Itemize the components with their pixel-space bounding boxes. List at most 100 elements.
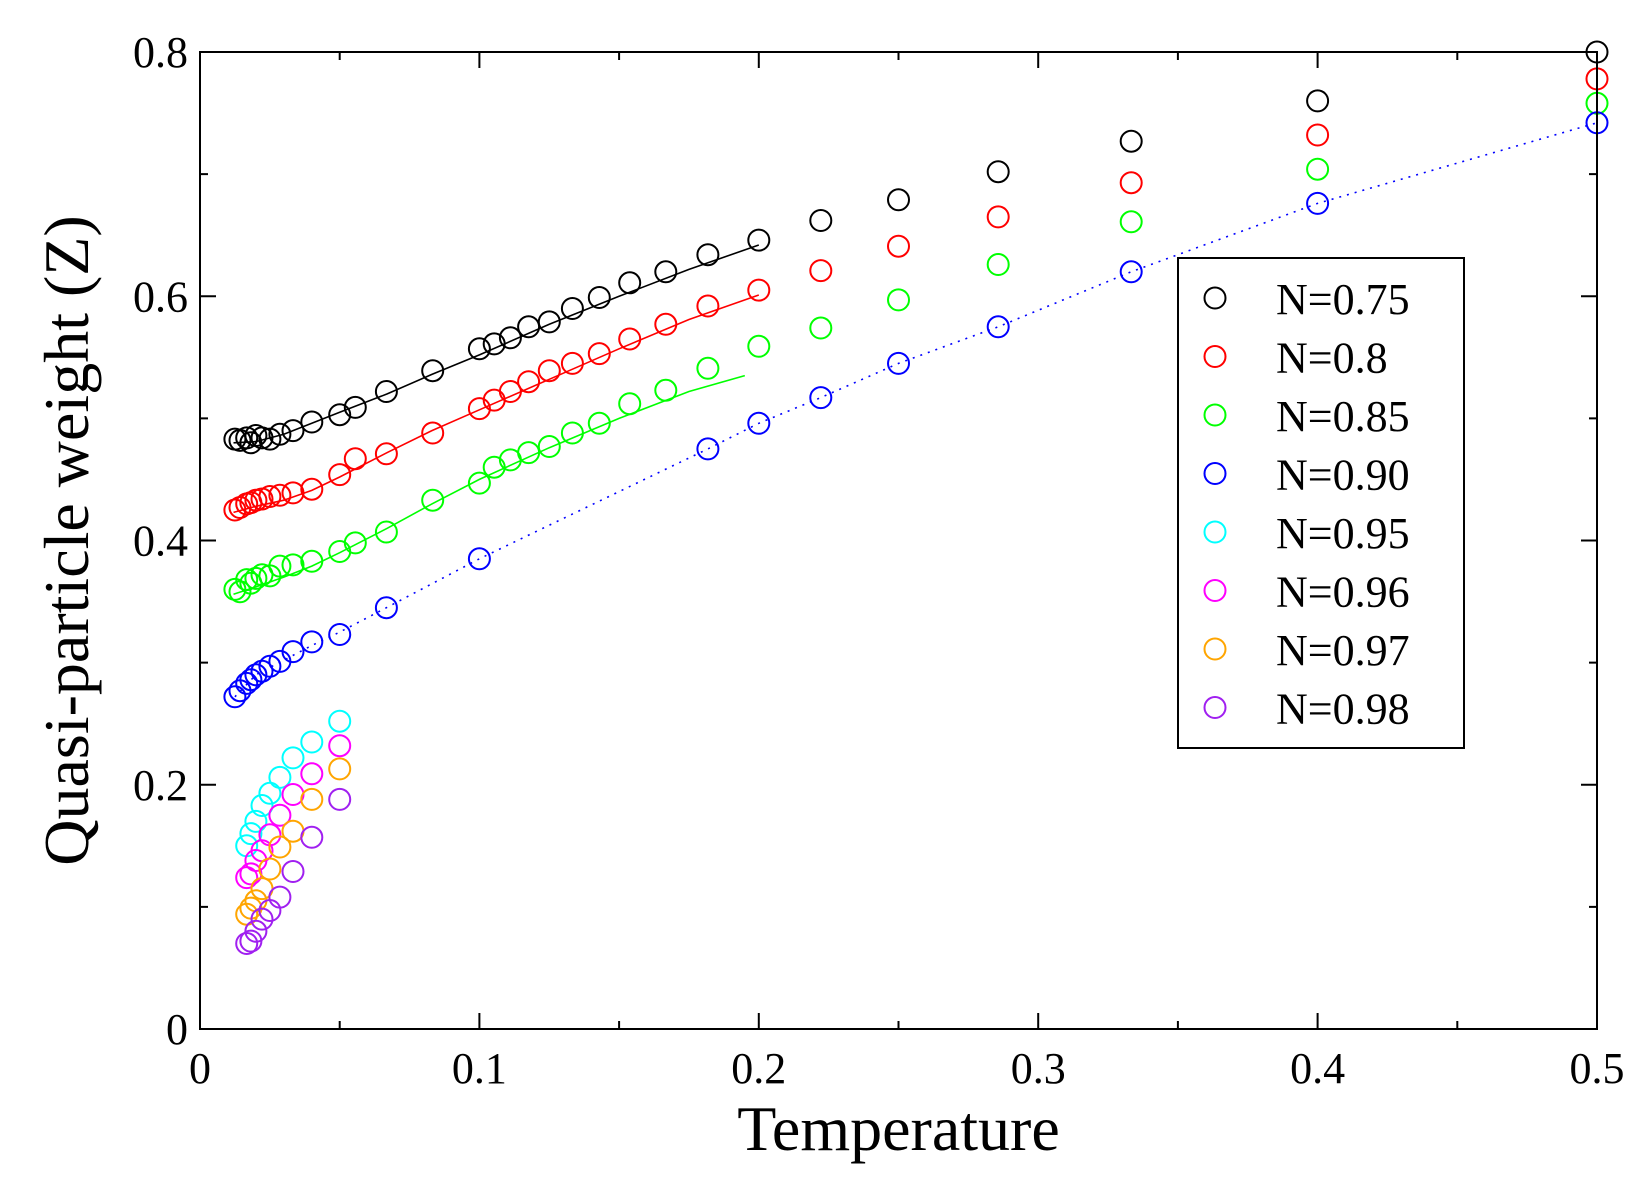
- data-point: [244, 919, 268, 943]
- x-tick-label: 0.2: [731, 1044, 786, 1093]
- data-point: [421, 359, 445, 383]
- data-point: [281, 640, 305, 664]
- data-point: [560, 297, 584, 320]
- data-point: [482, 332, 506, 356]
- data-point: [268, 803, 292, 827]
- data-point: [1119, 260, 1143, 284]
- y-tick-label: 0.2: [133, 761, 188, 810]
- data-point: [986, 205, 1010, 229]
- data-point: [244, 809, 268, 833]
- data-point: [537, 310, 561, 334]
- data-point: [696, 243, 720, 267]
- data-point: [244, 566, 268, 590]
- legend: N=0.75 N=0.8 N=0.85 N=0.90 N=0.95 N=0.96 N=0.9…: [1177, 257, 1465, 749]
- data-point: [654, 260, 678, 284]
- data-point: [268, 765, 292, 789]
- x-tick-label: 0.3: [1011, 1044, 1066, 1093]
- data-point: [517, 370, 541, 394]
- data-point: [235, 932, 259, 955]
- data-point: [328, 623, 352, 646]
- data-point: [654, 378, 678, 402]
- legend-marker: [1203, 696, 1227, 719]
- data-point: [268, 483, 292, 507]
- data-point: [343, 395, 367, 419]
- data-point: [281, 481, 305, 505]
- data-point: [587, 411, 611, 435]
- data-point: [300, 762, 324, 786]
- data-point: [328, 787, 352, 811]
- y-tick-label: 0.4: [133, 517, 188, 566]
- data-point: [887, 188, 910, 212]
- data-point: [223, 498, 247, 522]
- legend-label: N=0.75: [1276, 275, 1410, 324]
- legend-marker: [1203, 345, 1227, 368]
- data-point: [986, 160, 1010, 184]
- data-point: [300, 410, 324, 434]
- data-point: [268, 554, 292, 578]
- data-point: [696, 437, 720, 461]
- data-point: [343, 531, 367, 555]
- legend-marker: [1203, 286, 1227, 310]
- data-point: [560, 351, 584, 375]
- data-point: [281, 553, 305, 577]
- data-point: [300, 549, 324, 573]
- data-point: [328, 757, 352, 781]
- data-point: [747, 411, 771, 435]
- data-point: [618, 327, 642, 351]
- data-point: [235, 671, 259, 695]
- data-point: [374, 380, 398, 403]
- data-point: [300, 477, 324, 501]
- data-point: [587, 286, 611, 309]
- data-point: [281, 419, 305, 443]
- legend-label: N=0.97: [1276, 626, 1410, 675]
- data-point: [374, 442, 398, 466]
- data-point: [809, 209, 833, 232]
- data-point: [328, 463, 352, 487]
- data-point: [374, 596, 398, 620]
- data-point: [281, 746, 305, 770]
- data-point: [747, 278, 771, 302]
- data-point: [300, 630, 324, 654]
- data-point: [537, 359, 561, 383]
- legend-marker: [1203, 403, 1227, 427]
- data-point: [300, 825, 324, 849]
- data-point: [1306, 191, 1330, 215]
- data-point: [328, 403, 352, 427]
- y-tick-label: 0.6: [133, 272, 188, 321]
- data-point: [887, 288, 910, 312]
- data-point: [239, 822, 263, 846]
- data-points: [223, 40, 1609, 955]
- x-tick-label: 0.4: [1290, 1044, 1345, 1093]
- data-point: [300, 787, 324, 811]
- data-point: [517, 441, 541, 465]
- data-point: [281, 860, 305, 883]
- data-point: [1306, 89, 1330, 113]
- data-point: [560, 421, 584, 445]
- data-point: [696, 294, 720, 318]
- y-tick-label: 0.8: [133, 28, 188, 77]
- legend-label: N=0.95: [1276, 509, 1410, 558]
- legend-marker: [1203, 637, 1227, 661]
- data-point: [250, 426, 274, 450]
- data-point: [1119, 129, 1143, 153]
- data-point: [467, 471, 491, 495]
- data-point: [498, 326, 522, 350]
- data-point: [258, 427, 282, 451]
- data-point: [268, 422, 292, 446]
- data-point: [328, 734, 352, 758]
- data-point: [986, 315, 1010, 339]
- data-point: [250, 794, 274, 817]
- data-point: [618, 271, 642, 295]
- data-point: [986, 253, 1010, 276]
- data-point: [747, 334, 771, 358]
- legend-marker: [1203, 520, 1227, 544]
- data-point: [1306, 157, 1330, 181]
- legend-marker: [1203, 462, 1227, 485]
- x-tick-label: 0: [189, 1044, 211, 1093]
- y-axis-title: Quasi-particle weight (Z): [31, 215, 102, 865]
- data-point: [1119, 171, 1143, 195]
- data-point: [467, 547, 491, 571]
- data-point: [537, 435, 561, 458]
- data-point: [268, 835, 292, 859]
- data-point: [258, 485, 282, 508]
